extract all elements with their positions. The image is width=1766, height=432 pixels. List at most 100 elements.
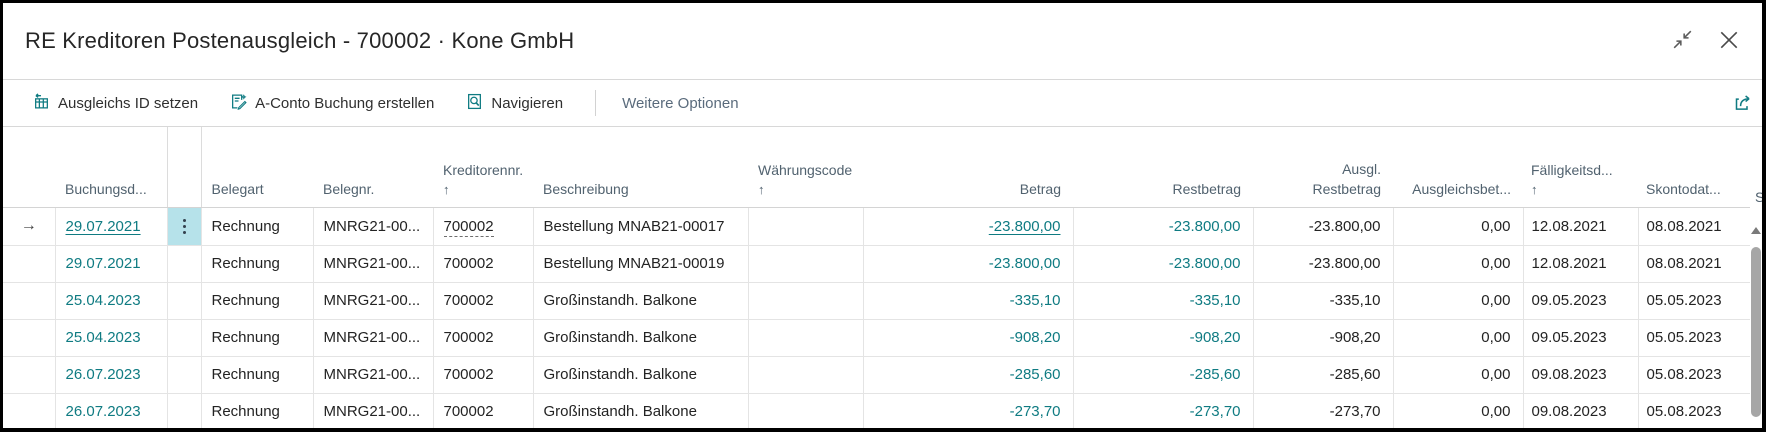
cell-buchungsdatum[interactable]: 26.07.2023 <box>55 393 168 428</box>
cell-faelligkeitsdatum[interactable]: 09.08.2023 <box>1523 393 1639 428</box>
cell-menu[interactable] <box>167 282 202 320</box>
cell-belegnr[interactable]: MNRG21-00... <box>313 356 434 394</box>
cell-ausgl_restbetrag[interactable]: -285,60 <box>1253 356 1394 394</box>
cell-waehrungscode[interactable] <box>748 245 864 283</box>
cell-skontodatum[interactable]: 05.05.2023 <box>1638 282 1752 320</box>
cell-ausgl_restbetrag[interactable]: -335,10 <box>1253 282 1394 320</box>
cell-beschreibung[interactable]: Bestellung MNAB21-00019 <box>533 245 749 283</box>
cell-kreditorennr[interactable]: 700002 <box>433 245 534 283</box>
cell-waehrungscode[interactable] <box>748 393 864 428</box>
cell-skontodatum[interactable]: 05.05.2023 <box>1638 319 1752 357</box>
scrollbar-thumb[interactable] <box>1751 247 1761 417</box>
cell-restbetrag[interactable]: -273,70 <box>1073 393 1254 428</box>
row-context-menu-button[interactable] <box>168 208 201 245</box>
cell-belegart[interactable]: Rechnung <box>201 245 314 283</box>
column-header-ausgl_restbetrag[interactable]: Ausgl. Restbetrag <box>1253 127 1393 208</box>
cell-faelligkeitsdatum[interactable]: 09.08.2023 <box>1523 356 1639 394</box>
cell-kreditorennr[interactable]: 700002 <box>433 207 534 246</box>
cell-menu[interactable] <box>167 356 202 394</box>
cell-skontodatum[interactable]: 08.08.2021 <box>1638 245 1752 283</box>
vertical-scrollbar[interactable] <box>1750 205 1762 428</box>
cell-menu[interactable] <box>167 207 202 246</box>
cell-beschreibung[interactable]: Bestellung MNAB21-00017 <box>533 207 749 246</box>
cell-kreditorennr[interactable]: 700002 <box>433 319 534 357</box>
cell-beschreibung[interactable]: Großinstandh. Balkone <box>533 356 749 394</box>
column-header-belegart[interactable]: Belegart <box>201 127 313 208</box>
column-header-beschreibung[interactable]: Beschreibung <box>533 127 748 208</box>
cell-faelligkeitsdatum[interactable]: 09.05.2023 <box>1523 319 1639 357</box>
cell-skontodatum[interactable]: 05.08.2023 <box>1638 393 1752 428</box>
cell-belegart[interactable]: Rechnung <box>201 207 314 246</box>
navigate-button[interactable]: Navigieren <box>466 93 563 114</box>
column-header-buchungsdatum[interactable]: Buchungsd... <box>55 127 167 208</box>
column-header-betrag[interactable]: Betrag <box>863 127 1073 208</box>
column-header-waehrungscode[interactable]: Währungscode ↑ <box>748 127 863 208</box>
cell-ausgleichsbetrag[interactable]: 0,00 <box>1393 393 1524 428</box>
cell-restbetrag[interactable]: -23.800,00 <box>1073 245 1254 283</box>
cell-beschreibung[interactable]: Großinstandh. Balkone <box>533 393 749 428</box>
cell-waehrungscode[interactable] <box>748 356 864 394</box>
cell-buchungsdatum[interactable]: 25.04.2023 <box>55 319 168 357</box>
cell-kreditorennr[interactable]: 700002 <box>433 282 534 320</box>
cell-belegnr[interactable]: MNRG21-00... <box>313 282 434 320</box>
column-header-faelligkeitsdatum[interactable]: Fälligkeitsd... ↑ <box>1523 127 1638 208</box>
cell-waehrungscode[interactable] <box>748 282 864 320</box>
column-header-restbetrag[interactable]: Restbetrag <box>1073 127 1253 208</box>
cell-beschreibung[interactable]: Großinstandh. Balkone <box>533 282 749 320</box>
cell-beschreibung[interactable]: Großinstandh. Balkone <box>533 319 749 357</box>
scroll-up-icon[interactable] <box>1751 227 1761 234</box>
column-header-kreditorennr[interactable]: Kreditorennr. ↑ <box>433 127 533 208</box>
cell-betrag[interactable]: -273,70 <box>863 393 1074 428</box>
more-options-button[interactable]: Weitere Optionen <box>622 94 739 112</box>
cell-belegart[interactable]: Rechnung <box>201 282 314 320</box>
column-header-belegnr[interactable]: Belegnr. <box>313 127 433 208</box>
cell-betrag[interactable]: -23.800,00 <box>863 245 1074 283</box>
cell-belegnr[interactable]: MNRG21-00... <box>313 207 434 246</box>
column-header-skontodatum[interactable]: Skontodat... <box>1638 127 1751 208</box>
cell-faelligkeitsdatum[interactable]: 09.05.2023 <box>1523 282 1639 320</box>
cell-restbetrag[interactable]: -908,20 <box>1073 319 1254 357</box>
cell-ausgleichsbetrag[interactable]: 0,00 <box>1393 356 1524 394</box>
cell-restbetrag[interactable]: -23.800,00 <box>1073 207 1254 246</box>
share-button[interactable] <box>1733 91 1754 115</box>
cell-menu[interactable] <box>167 393 202 428</box>
cell-ausgleichsbetrag[interactable]: 0,00 <box>1393 282 1524 320</box>
cell-ausgl_restbetrag[interactable]: -23.800,00 <box>1253 245 1394 283</box>
cell-belegart[interactable]: Rechnung <box>201 393 314 428</box>
cell-ausgl_restbetrag[interactable]: -23.800,00 <box>1253 207 1394 246</box>
close-window-button[interactable] <box>1720 31 1738 52</box>
cell-ausgl_restbetrag[interactable]: -273,70 <box>1253 393 1394 428</box>
cell-waehrungscode[interactable] <box>748 319 864 357</box>
cell-restbetrag[interactable]: -335,10 <box>1073 282 1254 320</box>
set-applies-id-button[interactable]: Ausgleichs ID setzen <box>33 92 198 114</box>
cell-betrag[interactable]: -23.800,00 <box>863 207 1074 246</box>
cell-betrag[interactable]: -285,60 <box>863 356 1074 394</box>
cell-faelligkeitsdatum[interactable]: 12.08.2021 <box>1523 245 1639 283</box>
cell-belegart[interactable]: Rechnung <box>201 356 314 394</box>
create-prepayment-button[interactable]: A-Conto Buchung erstellen <box>230 93 434 114</box>
cell-kreditorennr[interactable]: 700002 <box>433 393 534 428</box>
collapse-window-button[interactable] <box>1673 30 1692 52</box>
cell-skontodatum[interactable]: 05.08.2023 <box>1638 356 1752 394</box>
cell-buchungsdatum[interactable]: 25.04.2023 <box>55 282 168 320</box>
cell-betrag[interactable]: -908,20 <box>863 319 1074 357</box>
cell-belegnr[interactable]: MNRG21-00... <box>313 393 434 428</box>
cell-skontodatum[interactable]: 08.08.2021 <box>1638 207 1752 246</box>
cell-belegart[interactable]: Rechnung <box>201 319 314 357</box>
cell-ausgl_restbetrag[interactable]: -908,20 <box>1253 319 1394 357</box>
cell-restbetrag[interactable]: -285,60 <box>1073 356 1254 394</box>
cell-buchungsdatum[interactable]: 29.07.2021 <box>55 245 168 283</box>
cell-menu[interactable] <box>167 319 202 357</box>
cell-ausgleichsbetrag[interactable]: 0,00 <box>1393 245 1524 283</box>
cell-buchungsdatum[interactable]: 29.07.2021 <box>55 207 168 246</box>
cell-waehrungscode[interactable] <box>748 207 864 246</box>
cell-kreditorennr[interactable]: 700002 <box>433 356 534 394</box>
cell-menu[interactable] <box>167 245 202 283</box>
column-header-ausgleichsbetrag[interactable]: Ausgleichsbet... <box>1393 127 1523 208</box>
cell-faelligkeitsdatum[interactable]: 12.08.2021 <box>1523 207 1639 246</box>
cell-belegnr[interactable]: MNRG21-00... <box>313 319 434 357</box>
cell-belegnr[interactable]: MNRG21-00... <box>313 245 434 283</box>
cell-betrag[interactable]: -335,10 <box>863 282 1074 320</box>
cell-ausgleichsbetrag[interactable]: 0,00 <box>1393 207 1524 246</box>
cell-ausgleichsbetrag[interactable]: 0,00 <box>1393 319 1524 357</box>
